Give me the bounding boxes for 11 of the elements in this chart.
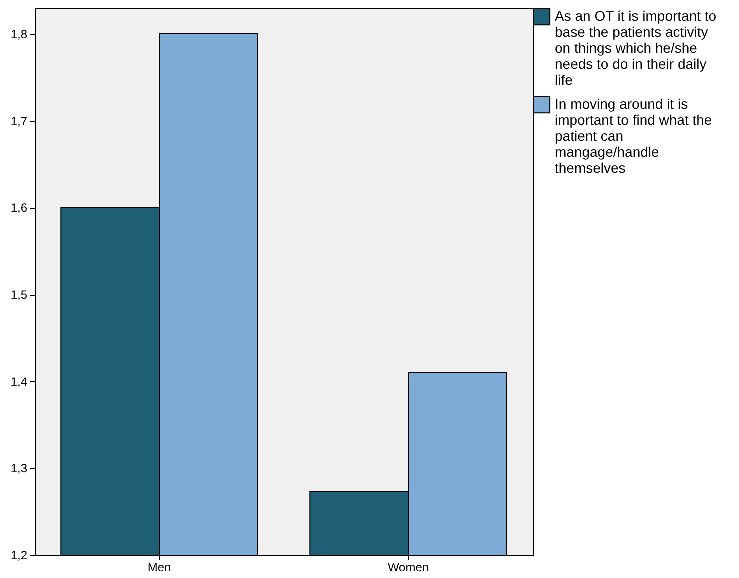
y-tick-label: 1,6 (10, 201, 28, 216)
y-tick-label: 1,7 (10, 114, 28, 128)
y-tick-label: 1,4 (10, 374, 28, 389)
x-tick-label: Women (388, 560, 430, 574)
x-tick-label: Men (148, 560, 172, 574)
legend-label: In moving around it is important to find what the patient can mangage/handle themselves (555, 96, 712, 176)
legend-label: As an OT it is important to base the patients activity on things which he/she needs to do in their daily life (555, 8, 717, 88)
y-tick-label: 1,8 (10, 28, 28, 42)
y-tick-label: 1,2 (10, 548, 28, 562)
y-tick-label: 1,3 (10, 462, 28, 476)
y-tick-label: 1,5 (10, 288, 28, 302)
